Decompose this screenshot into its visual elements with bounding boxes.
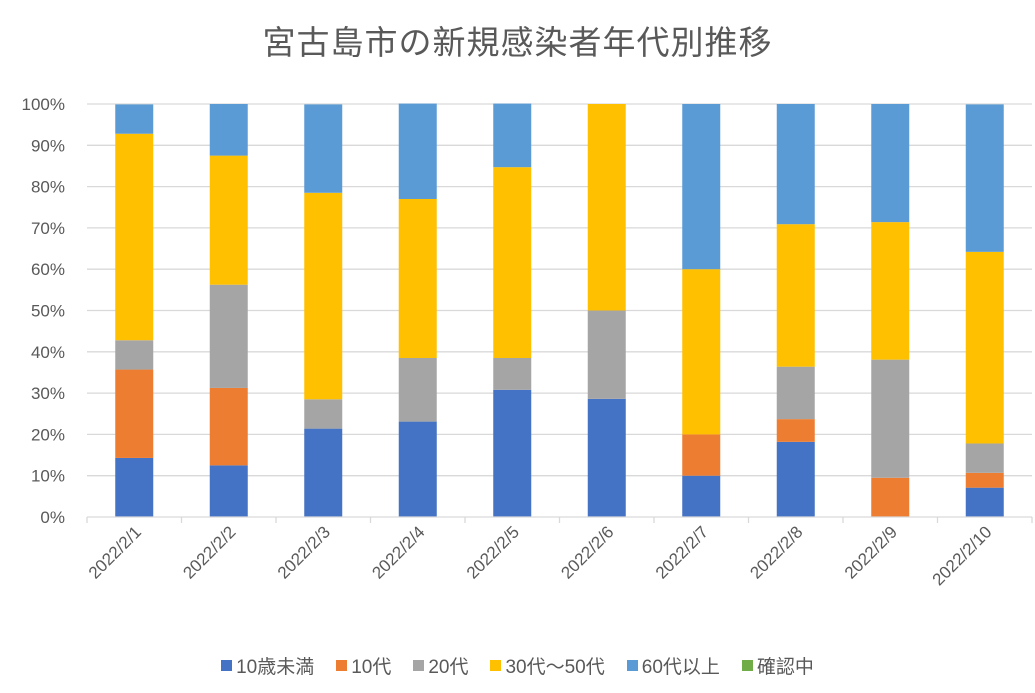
bar-segment	[965, 443, 1004, 473]
legend-swatch	[626, 660, 638, 671]
legend-label: 30代〜50代	[505, 657, 605, 678]
x-tick-label: 2022/2/8	[746, 522, 806, 582]
legend-label: 10代	[351, 657, 392, 678]
bar-segment	[493, 103, 532, 168]
bar-segment	[871, 222, 910, 360]
bar-segment	[115, 104, 154, 134]
bar-segment	[209, 387, 248, 466]
x-tick-label: 2022/2/7	[652, 522, 712, 582]
x-tick-label: 2022/2/1	[85, 522, 145, 582]
bar-segment	[209, 465, 248, 517]
bar-segment	[871, 477, 910, 517]
legend-swatch	[741, 660, 753, 671]
bar-segment	[304, 399, 343, 429]
legend-label: 確認中	[756, 657, 814, 678]
x-axis-labels: 2022/2/1 2022/2/2 2022/2/3 2022/2/4 2022/2/5…	[85, 522, 996, 589]
bar-segment	[776, 104, 815, 225]
legend-swatch	[336, 660, 348, 671]
bar-segment	[776, 224, 815, 367]
x-tick-label: 2022/2/4	[368, 522, 428, 582]
y-tick-label: 70%	[31, 219, 65, 238]
x-tick-label: 2022/2/5	[463, 522, 523, 582]
legend: 10歳未満 10代 20代 30代〜50代 60代以上 確認中	[0, 652, 1035, 679]
x-axis	[86, 516, 1033, 523]
bar-segment	[209, 155, 248, 285]
y-tick-label: 60%	[31, 260, 65, 279]
x-tick-label: 2022/2/3	[274, 522, 334, 582]
bar-segment	[587, 310, 626, 399]
bar-segment	[493, 357, 532, 390]
bar-segment	[965, 104, 1004, 252]
bar-segment	[304, 192, 343, 400]
bar-segment	[209, 104, 248, 156]
bar-segment	[871, 104, 910, 223]
bar-segment	[209, 284, 248, 388]
bar-segment	[398, 198, 437, 358]
x-tick-label: 2022/2/10	[929, 522, 996, 589]
bar-segment	[682, 475, 721, 517]
bar-segment	[965, 251, 1004, 444]
bar-segment	[965, 487, 1004, 517]
bar-segment	[776, 441, 815, 517]
y-tick-label: 90%	[31, 136, 65, 155]
x-tick-label: 2022/2/2	[179, 522, 239, 582]
bars	[115, 103, 1004, 517]
bar-segment	[398, 103, 437, 199]
bar-segment	[115, 340, 154, 370]
legend-label: 10歳未満	[236, 657, 315, 678]
bar-segment	[682, 269, 721, 435]
x-tick-label: 2022/2/6	[557, 522, 617, 582]
legend-item: 確認中	[741, 652, 814, 679]
bar-segment	[398, 421, 437, 517]
y-tick-label: 80%	[31, 178, 65, 197]
bar-segment	[965, 472, 1004, 488]
y-tick-label: 100%	[22, 95, 65, 114]
bar-segment	[304, 104, 343, 193]
bar-segment	[776, 366, 815, 420]
legend-label: 20代	[428, 657, 469, 678]
y-tick-label: 40%	[31, 343, 65, 362]
bar-segment	[304, 428, 343, 517]
bar-segment	[493, 167, 532, 358]
y-axis-labels: 0% 10% 20% 30% 40% 50% 60% 70% 80% 90% 100%	[22, 95, 65, 527]
y-tick-label: 50%	[31, 302, 65, 321]
bar-segment	[587, 398, 626, 517]
y-tick-label: 30%	[31, 384, 65, 403]
bar-segment	[776, 419, 815, 442]
legend-swatch	[413, 660, 425, 671]
y-tick-label: 20%	[31, 425, 65, 444]
y-tick-label: 0%	[40, 508, 65, 527]
chart-title: 宮古島市の新規感染者年代別推移	[262, 23, 773, 62]
legend-item: 10歳未満	[221, 652, 314, 679]
legend-label: 60代以上	[641, 657, 720, 678]
x-tick-label: 2022/2/9	[841, 522, 901, 582]
bar-segment	[115, 369, 154, 458]
legend-swatch	[490, 660, 502, 671]
bar-segment	[682, 104, 721, 270]
bar-segment	[115, 457, 154, 517]
bar-segment	[871, 359, 910, 478]
bar-segment	[493, 389, 532, 517]
legend-item: 30代〜50代	[490, 652, 605, 679]
legend-item: 60代以上	[626, 652, 720, 679]
y-tick-label: 10%	[31, 467, 65, 486]
legend-item: 10代	[336, 652, 391, 679]
bar-segment	[682, 434, 721, 476]
legend-swatch	[221, 660, 233, 671]
legend-item: 20代	[413, 652, 468, 679]
bar-segment	[398, 357, 437, 422]
bar-segment	[587, 104, 626, 311]
bar-segment	[115, 133, 154, 341]
